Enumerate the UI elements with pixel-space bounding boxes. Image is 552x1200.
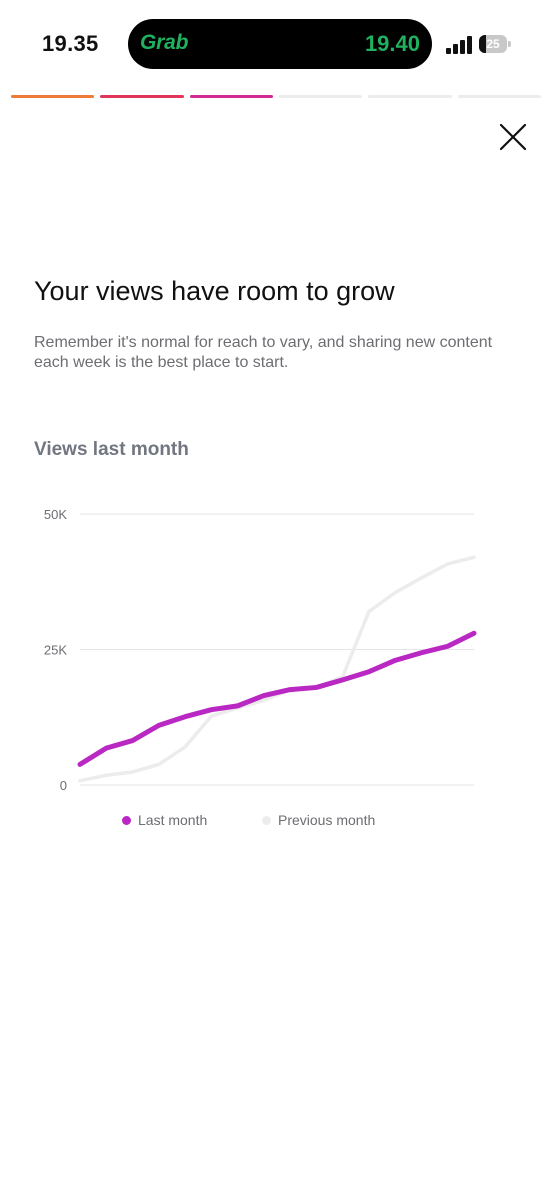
y-tick-label: 50K <box>44 507 67 522</box>
y-tick-label: 25K <box>44 643 67 658</box>
legend-dot <box>122 816 131 825</box>
story-progress-segment <box>368 95 452 98</box>
status-bar: 19.35 Grab 19.40 25 <box>0 0 552 92</box>
story-progress-segment <box>457 95 541 98</box>
series-line-previous-month <box>78 555 476 783</box>
story-progress-segment <box>189 95 273 98</box>
close-icon[interactable] <box>498 122 528 152</box>
battery-level: 25 <box>486 37 500 51</box>
series-line-last-month <box>77 630 477 767</box>
y-tick-label: 0 <box>60 778 67 793</box>
views-line-chart: 50K 25K 0 <box>44 507 477 793</box>
legend-label: Last month <box>138 812 208 828</box>
grab-logo: Grab <box>140 31 189 54</box>
legend-dot <box>262 816 271 825</box>
story-progress-segment <box>100 95 184 98</box>
dynamic-island-live-activity[interactable]: Grab 19.40 <box>128 19 432 69</box>
subtext: Remember it's normal for reach to vary, … <box>34 334 493 371</box>
legend-label: Previous month <box>278 812 376 828</box>
story-progress-segment <box>279 95 363 98</box>
story-progress-bar <box>11 95 541 99</box>
status-time: 19.35 <box>42 31 99 56</box>
story-progress-segment <box>11 95 95 98</box>
eta-time: 19.40 <box>364 31 420 56</box>
chart-title: Views last month <box>34 439 189 460</box>
battery-icon: 25 <box>479 35 511 53</box>
cellular-signal-icon <box>446 36 472 54</box>
headline: Your views have room to grow <box>34 276 395 306</box>
